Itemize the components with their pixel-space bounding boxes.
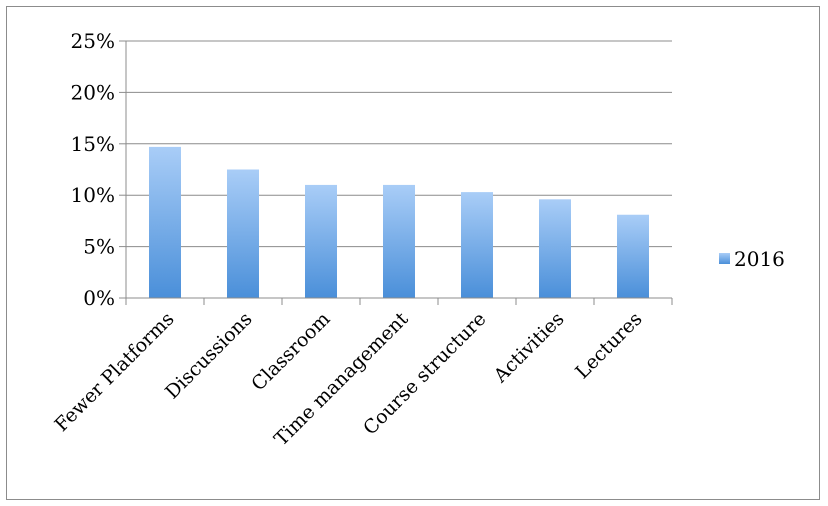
y-tick-label: 25% xyxy=(71,29,115,53)
y-tick-label: 10% xyxy=(71,183,115,207)
y-tick-label: 0% xyxy=(83,286,115,310)
bar xyxy=(617,214,649,298)
y-tick-label: 5% xyxy=(83,235,115,259)
y-tick-label: 20% xyxy=(71,80,115,104)
legend-swatch xyxy=(719,253,730,264)
x-category-label: Lectures xyxy=(571,308,646,383)
gridlines xyxy=(119,40,672,299)
bar xyxy=(149,146,181,298)
y-tick-label: 15% xyxy=(71,132,115,156)
bar xyxy=(383,184,415,298)
bar xyxy=(461,192,493,298)
axes xyxy=(125,41,673,305)
x-category-label: Time management xyxy=(270,308,413,451)
x-category-label: Activities xyxy=(489,308,569,388)
x-axis-category-labels: Fewer PlatformsDiscussionsClassroomTime … xyxy=(50,308,646,451)
legend-label: 2016 xyxy=(734,247,785,271)
y-axis-tick-labels: 0% 5% 10% 15% 20% 25% xyxy=(71,29,115,310)
bar xyxy=(539,199,571,298)
x-category-label: Fewer Platforms xyxy=(50,308,178,436)
legend: 2016 xyxy=(719,247,785,271)
bar xyxy=(227,169,259,298)
bars xyxy=(149,146,649,298)
bar xyxy=(305,184,337,298)
